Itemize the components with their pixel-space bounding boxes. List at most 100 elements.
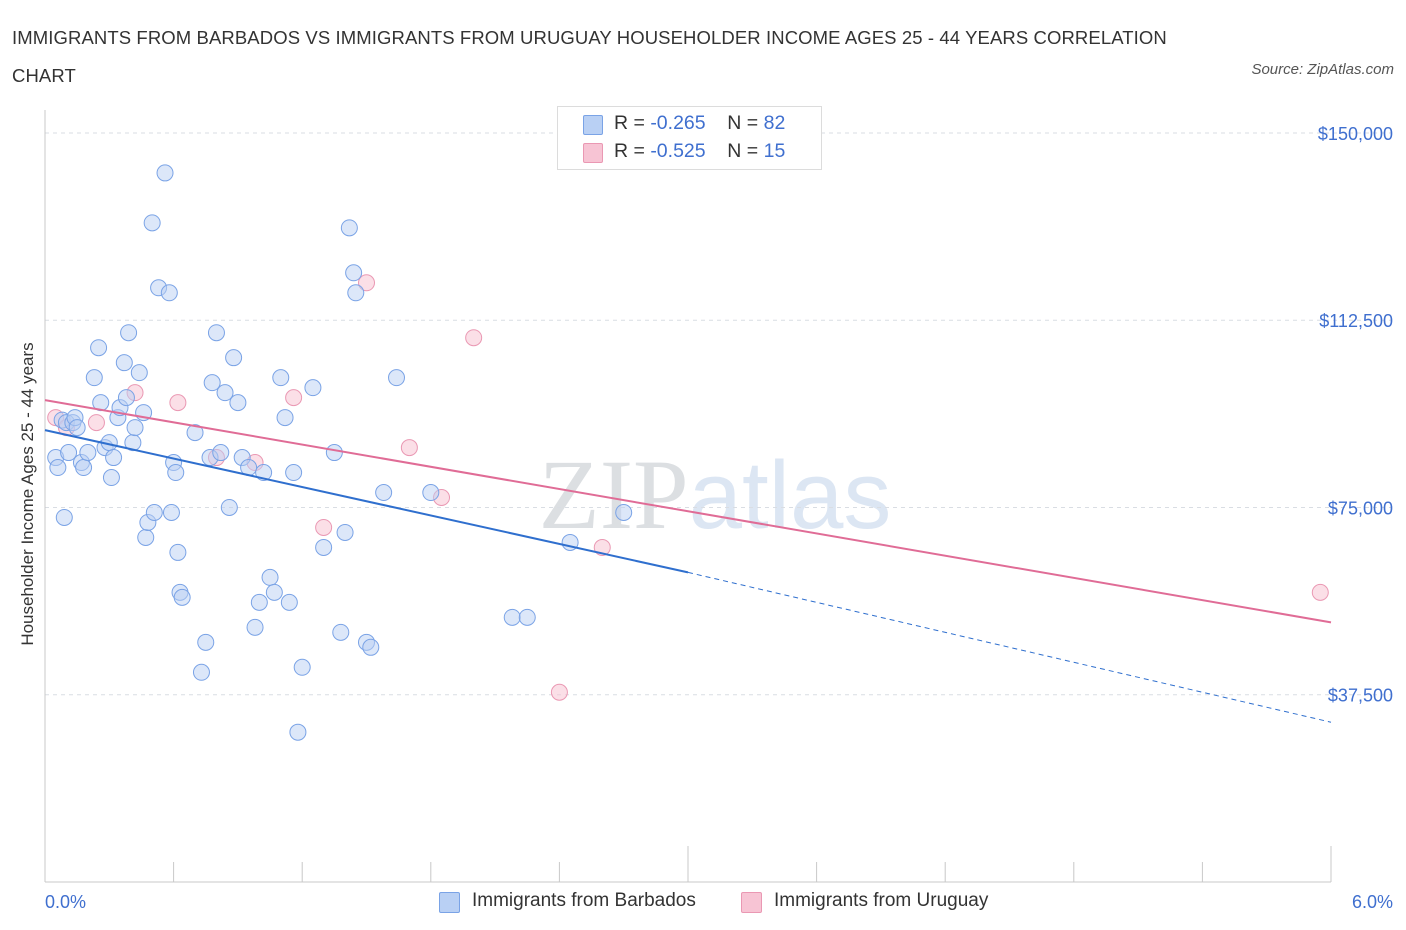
barbados-point — [75, 459, 93, 477]
x-tick-label-min: 0.0% — [45, 892, 86, 912]
barbados-point — [160, 284, 178, 302]
y-tick-label: $150,000 — [1318, 124, 1393, 144]
barbados-point — [197, 633, 215, 651]
legend-barbados-label: Immigrants from Barbados — [472, 890, 696, 911]
barbados-point — [212, 444, 230, 462]
barbados-point — [347, 284, 365, 302]
barbados-point — [265, 583, 283, 601]
barbados-point — [518, 608, 536, 626]
watermark-atlas: atlas — [689, 442, 892, 549]
trend-lines — [44, 399, 1332, 723]
uruguay-point — [315, 518, 333, 536]
legend-item-uruguay[interactable]: Immigrants from Uruguay — [741, 888, 1011, 916]
barbados-point — [280, 593, 298, 611]
barbados-trend-line — [44, 429, 689, 574]
barbados-point — [207, 324, 225, 342]
legend-uruguay-swatch — [741, 892, 762, 913]
barbados-point — [216, 384, 234, 402]
y-tick-label: $37,500 — [1328, 686, 1393, 706]
barbados-point — [225, 349, 243, 367]
barbados-point — [60, 444, 78, 462]
barbados-point — [375, 484, 393, 502]
barbados-point — [186, 424, 204, 442]
watermark-zip: ZIP — [539, 439, 689, 550]
barbados-point — [293, 658, 311, 676]
uruguay-r-label: R = — [614, 140, 651, 162]
x-tick-label-max: 6.0% — [1352, 892, 1393, 912]
uruguay-point — [593, 538, 611, 556]
barbados-point — [79, 444, 97, 462]
barbados-point — [68, 419, 86, 437]
barbados-point — [49, 459, 67, 477]
barbados-point — [126, 419, 144, 437]
barbados-point — [255, 464, 273, 482]
barbados-point — [105, 449, 123, 467]
stats-legend-box: R = -0.265 N = 82 R = -0.525 N = 15 — [557, 106, 822, 170]
legend-barbados-swatch — [439, 892, 460, 913]
barbados-point — [117, 389, 135, 407]
barbados-point — [115, 354, 133, 372]
source-label: Source: ZipAtlas.com — [1251, 61, 1394, 78]
barbados-points — [47, 164, 633, 741]
barbados-point — [85, 369, 103, 387]
legend-item-barbados[interactable]: Immigrants from Barbados — [439, 888, 719, 916]
barbados-point — [422, 484, 440, 502]
barbados-point — [276, 409, 294, 427]
barbados-point — [261, 568, 279, 586]
barbados-point — [362, 638, 380, 656]
barbados-point — [340, 219, 358, 237]
uruguay-swatch — [583, 143, 603, 163]
uruguay-point — [1311, 583, 1329, 601]
uruguay-point — [550, 683, 568, 701]
uruguay-trend-line — [44, 399, 1332, 624]
barbados-point — [130, 364, 148, 382]
barbados-point — [336, 523, 354, 541]
chart-title: IMMIGRANTS FROM BARBADOS VS IMMIGRANTS F… — [12, 27, 1167, 86]
uruguay-r-value: -0.525 — [650, 140, 706, 162]
uruguay-point — [87, 414, 105, 432]
barbados-point — [315, 538, 333, 556]
tick-labels: $37,500 $75,000 $112,500 $150,000 0.0% 6.0% — [45, 124, 1393, 912]
barbados-point — [156, 164, 174, 182]
barbados-point — [304, 379, 322, 397]
barbados-point — [332, 623, 350, 641]
barbados-point — [143, 214, 161, 232]
barbados-point — [120, 324, 138, 342]
barbados-point — [272, 369, 290, 387]
uruguay-point — [400, 439, 418, 457]
uruguay-point — [169, 394, 187, 412]
barbados-r-label: R = — [614, 112, 651, 134]
legend-uruguay-label: Immigrants from Uruguay — [774, 890, 989, 911]
barbados-point — [246, 618, 264, 636]
barbados-point — [90, 339, 108, 357]
barbados-point — [615, 503, 633, 521]
barbados-point — [137, 528, 155, 546]
barbados-n-label: N = — [727, 112, 764, 134]
barbados-point — [102, 469, 120, 487]
barbados-point — [162, 503, 180, 521]
barbados-r-value: -0.265 — [650, 112, 706, 134]
barbados-point — [167, 464, 185, 482]
barbados-point — [169, 543, 187, 561]
uruguay-n-value: 15 — [763, 140, 786, 162]
uruguay-point — [465, 329, 483, 347]
grid-lines — [45, 132, 1392, 696]
barbados-point — [173, 588, 191, 606]
barbados-point — [145, 503, 163, 521]
barbados-point — [325, 444, 343, 462]
barbados-point — [285, 464, 303, 482]
barbados-swatch — [583, 115, 603, 135]
watermark: ZIPatlas — [539, 439, 892, 550]
uruguay-point — [358, 274, 375, 292]
axes — [44, 110, 1332, 883]
barbados-point — [203, 374, 221, 392]
barbados-point — [192, 663, 210, 681]
uruguay-n-label: N = — [727, 140, 764, 162]
barbados-trend-extension — [687, 571, 1332, 723]
barbados-point — [250, 593, 268, 611]
barbados-point — [345, 264, 363, 282]
uruguay-point — [285, 389, 303, 407]
barbados-n-value: 82 — [763, 112, 786, 134]
y-tick-label: $112,500 — [1319, 311, 1393, 331]
